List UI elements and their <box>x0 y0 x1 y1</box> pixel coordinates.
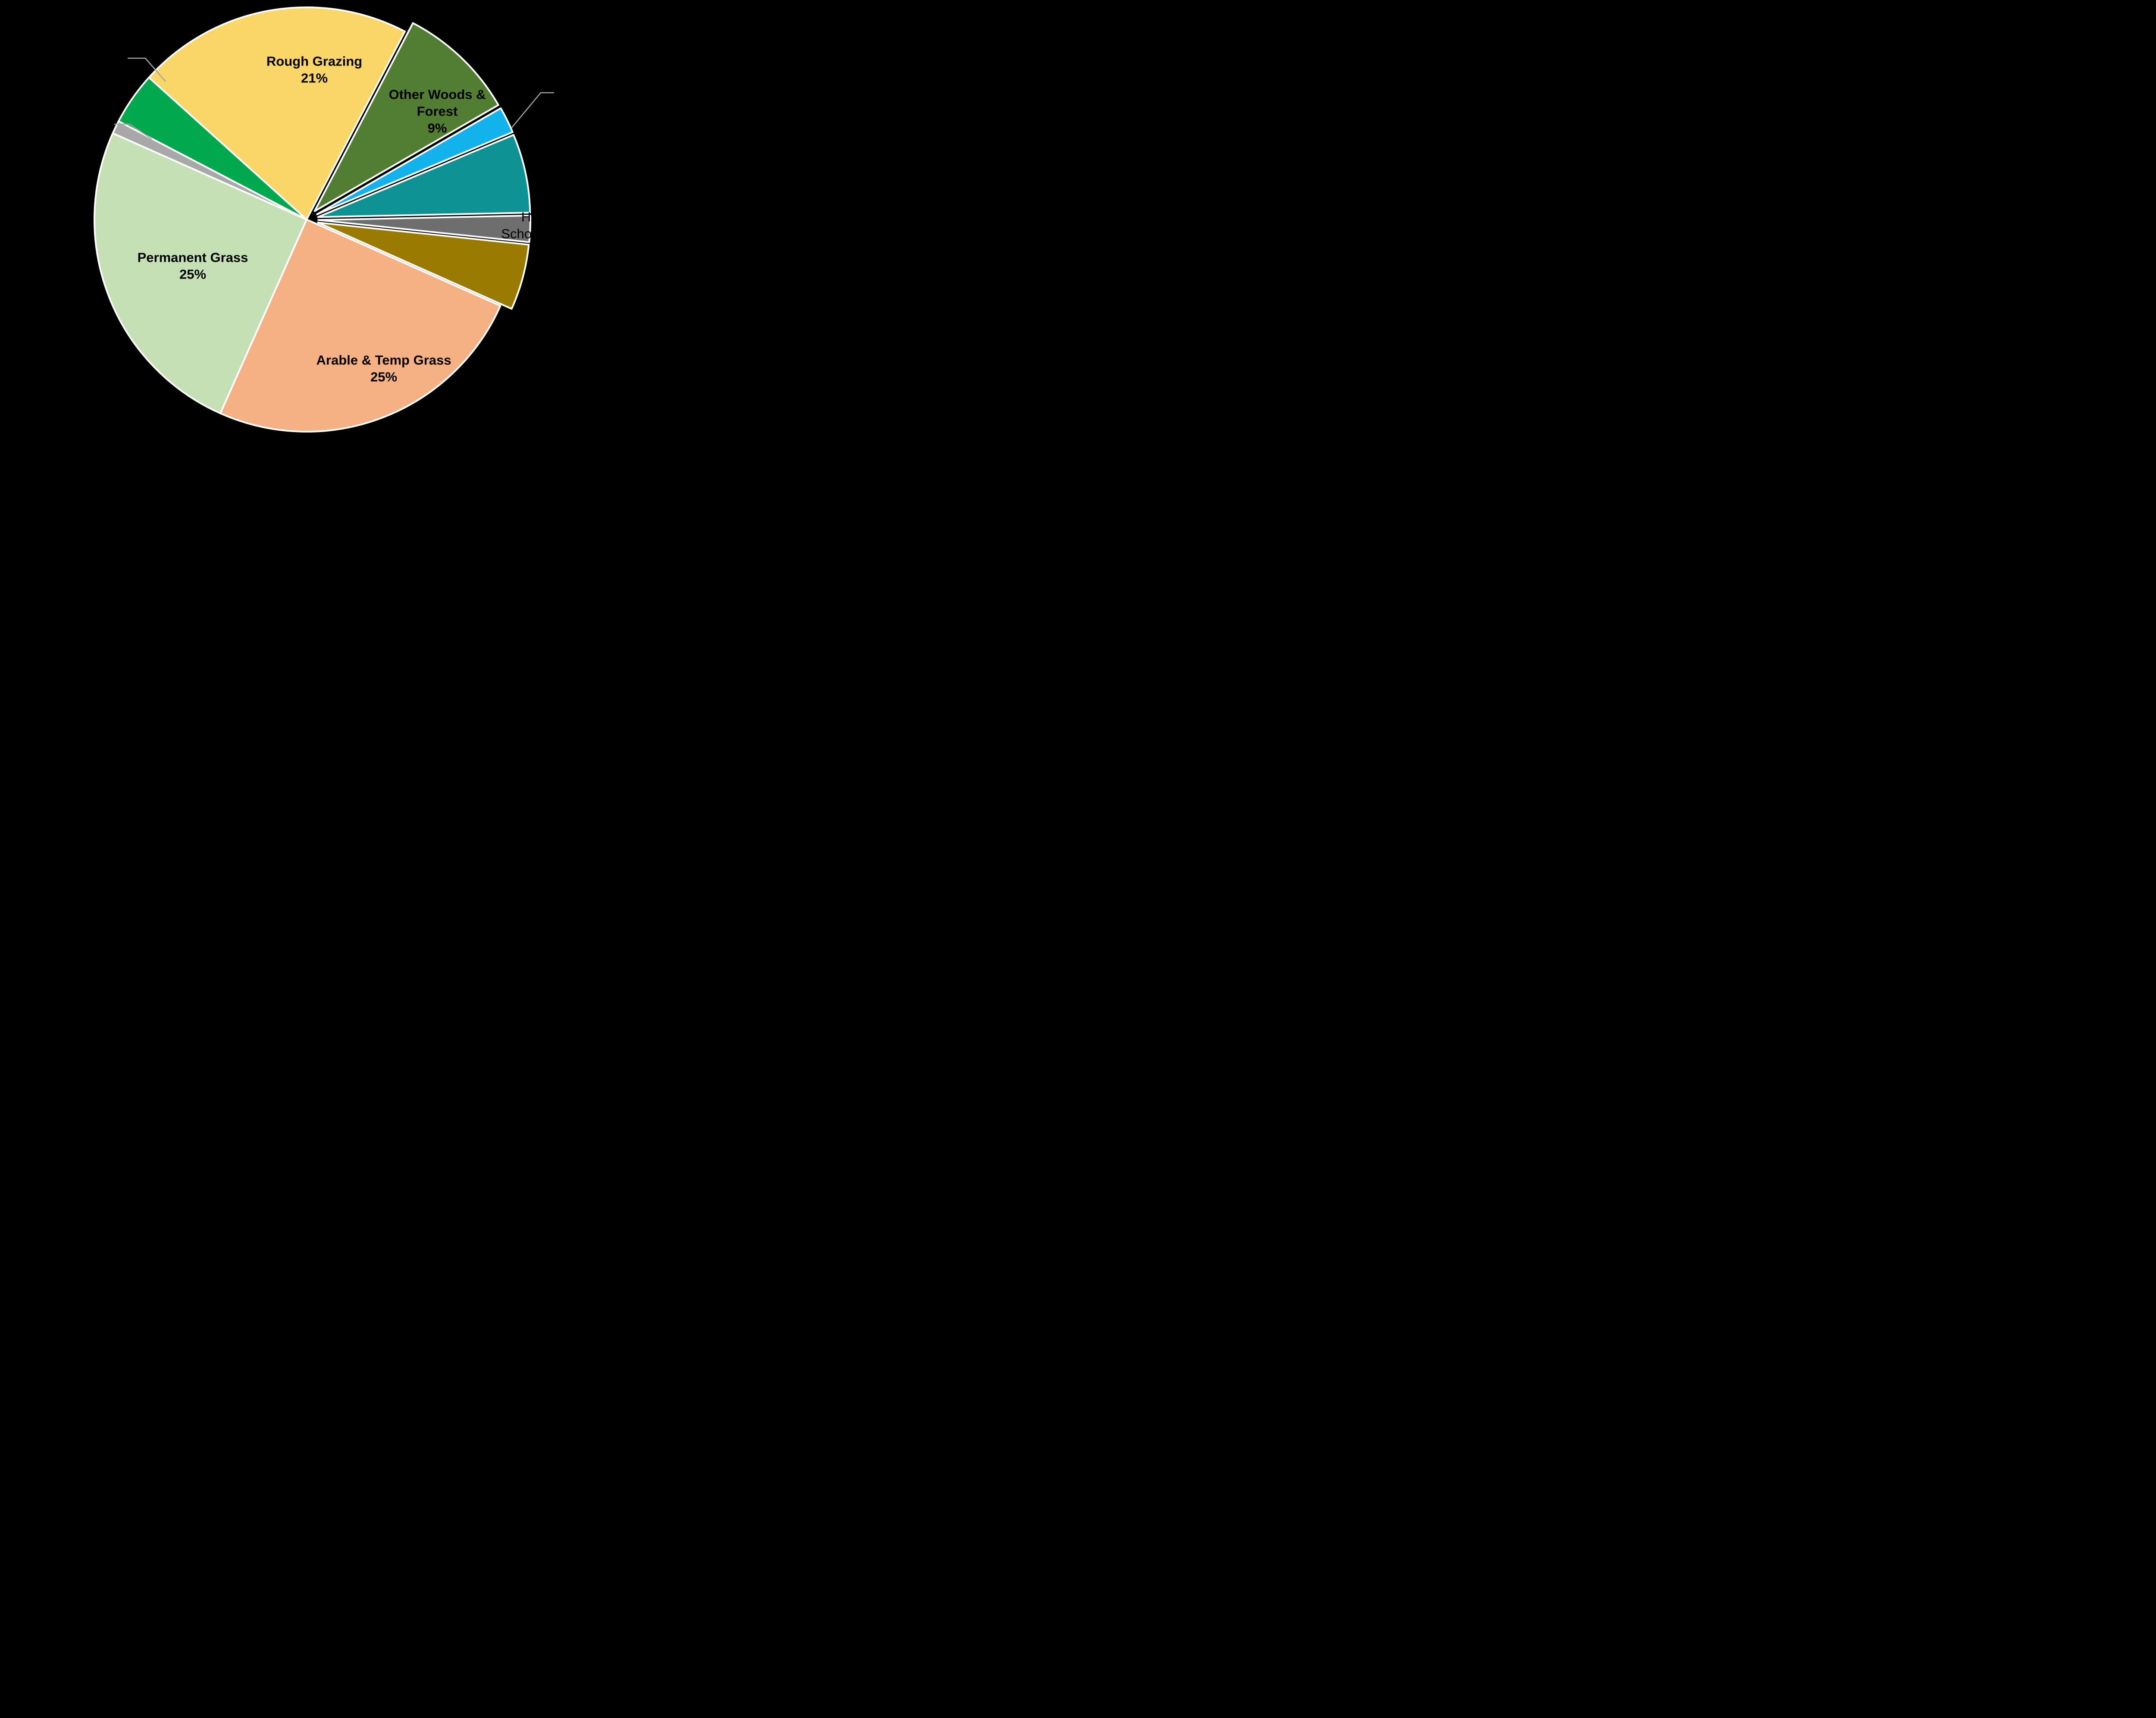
slice-label-3-line-3: 6% <box>594 174 614 189</box>
slice-label-2-line-0: Inland Water & <box>553 53 641 69</box>
slice-label-8-line-1: Farms <box>51 130 89 145</box>
slice-label-6-line-1: 25% <box>370 370 397 385</box>
slice-label-1-line-1: Forest <box>417 104 458 119</box>
pie-slice-2 <box>316 107 514 215</box>
pie-slice-3 <box>317 134 531 218</box>
slice-label-9-line-0: Farm Woodland <box>29 77 124 92</box>
pie-slice-6 <box>219 219 501 433</box>
slice-label-0-line-0: Rough Grazing <box>266 54 362 69</box>
slice-label-4-line-2: 2% <box>538 243 558 258</box>
pie-slice-4 <box>317 214 532 243</box>
leader-line-0 <box>128 57 166 82</box>
pie-slice-7 <box>94 132 307 414</box>
pie-slice-1 <box>313 22 499 212</box>
pie-chart: Rough Grazing 21% Other Woods & Forest 9% Inl… <box>28 6 669 433</box>
slice-label-8-line-2: 1% <box>61 147 80 162</box>
slice-label-9-line-1: 4% <box>67 94 87 109</box>
slice-label-2-line-1: Coastal Margins <box>549 70 646 85</box>
slice-label-4-line-1: Schools, Shops <box>501 226 594 241</box>
slice-label-3-line-0: Green Urban <box>565 123 642 138</box>
slice-label-6-line-0: Arable & Temp Grass <box>317 353 451 368</box>
pie-slice-5 <box>317 222 530 310</box>
slice-label-5-line-0: Other Developed ~ <box>556 275 668 290</box>
slice-label-7-line-1: 25% <box>179 267 206 282</box>
slice-label-8-line-0: Other Land on <box>28 113 113 129</box>
slice-label-3-line-2: Recreation) <box>569 157 638 172</box>
pie-slice-0 <box>148 6 406 220</box>
slice-label-4-line-0: Housing, <box>521 210 574 225</box>
slice-label-3-line-1: (Gardens & <box>570 140 638 155</box>
slice-label-1-line-2: 9% <box>428 121 447 136</box>
leader-line-2 <box>511 92 554 129</box>
leader-line-1 <box>114 123 152 140</box>
pie-slice-9 <box>117 76 307 220</box>
slice-label-5-line-1: 5% <box>603 292 622 307</box>
chart-area: Rough Grazing 21% Other Woods & Forest 9% Inl… <box>0 0 676 442</box>
slice-label-2-line-2: 2% <box>588 87 607 102</box>
slice-label-1-line-0: Other Woods & <box>389 87 486 102</box>
slice-label-0-line-1: 21% <box>301 71 328 86</box>
slice-label-7-line-0: Permanent Grass <box>138 250 248 265</box>
